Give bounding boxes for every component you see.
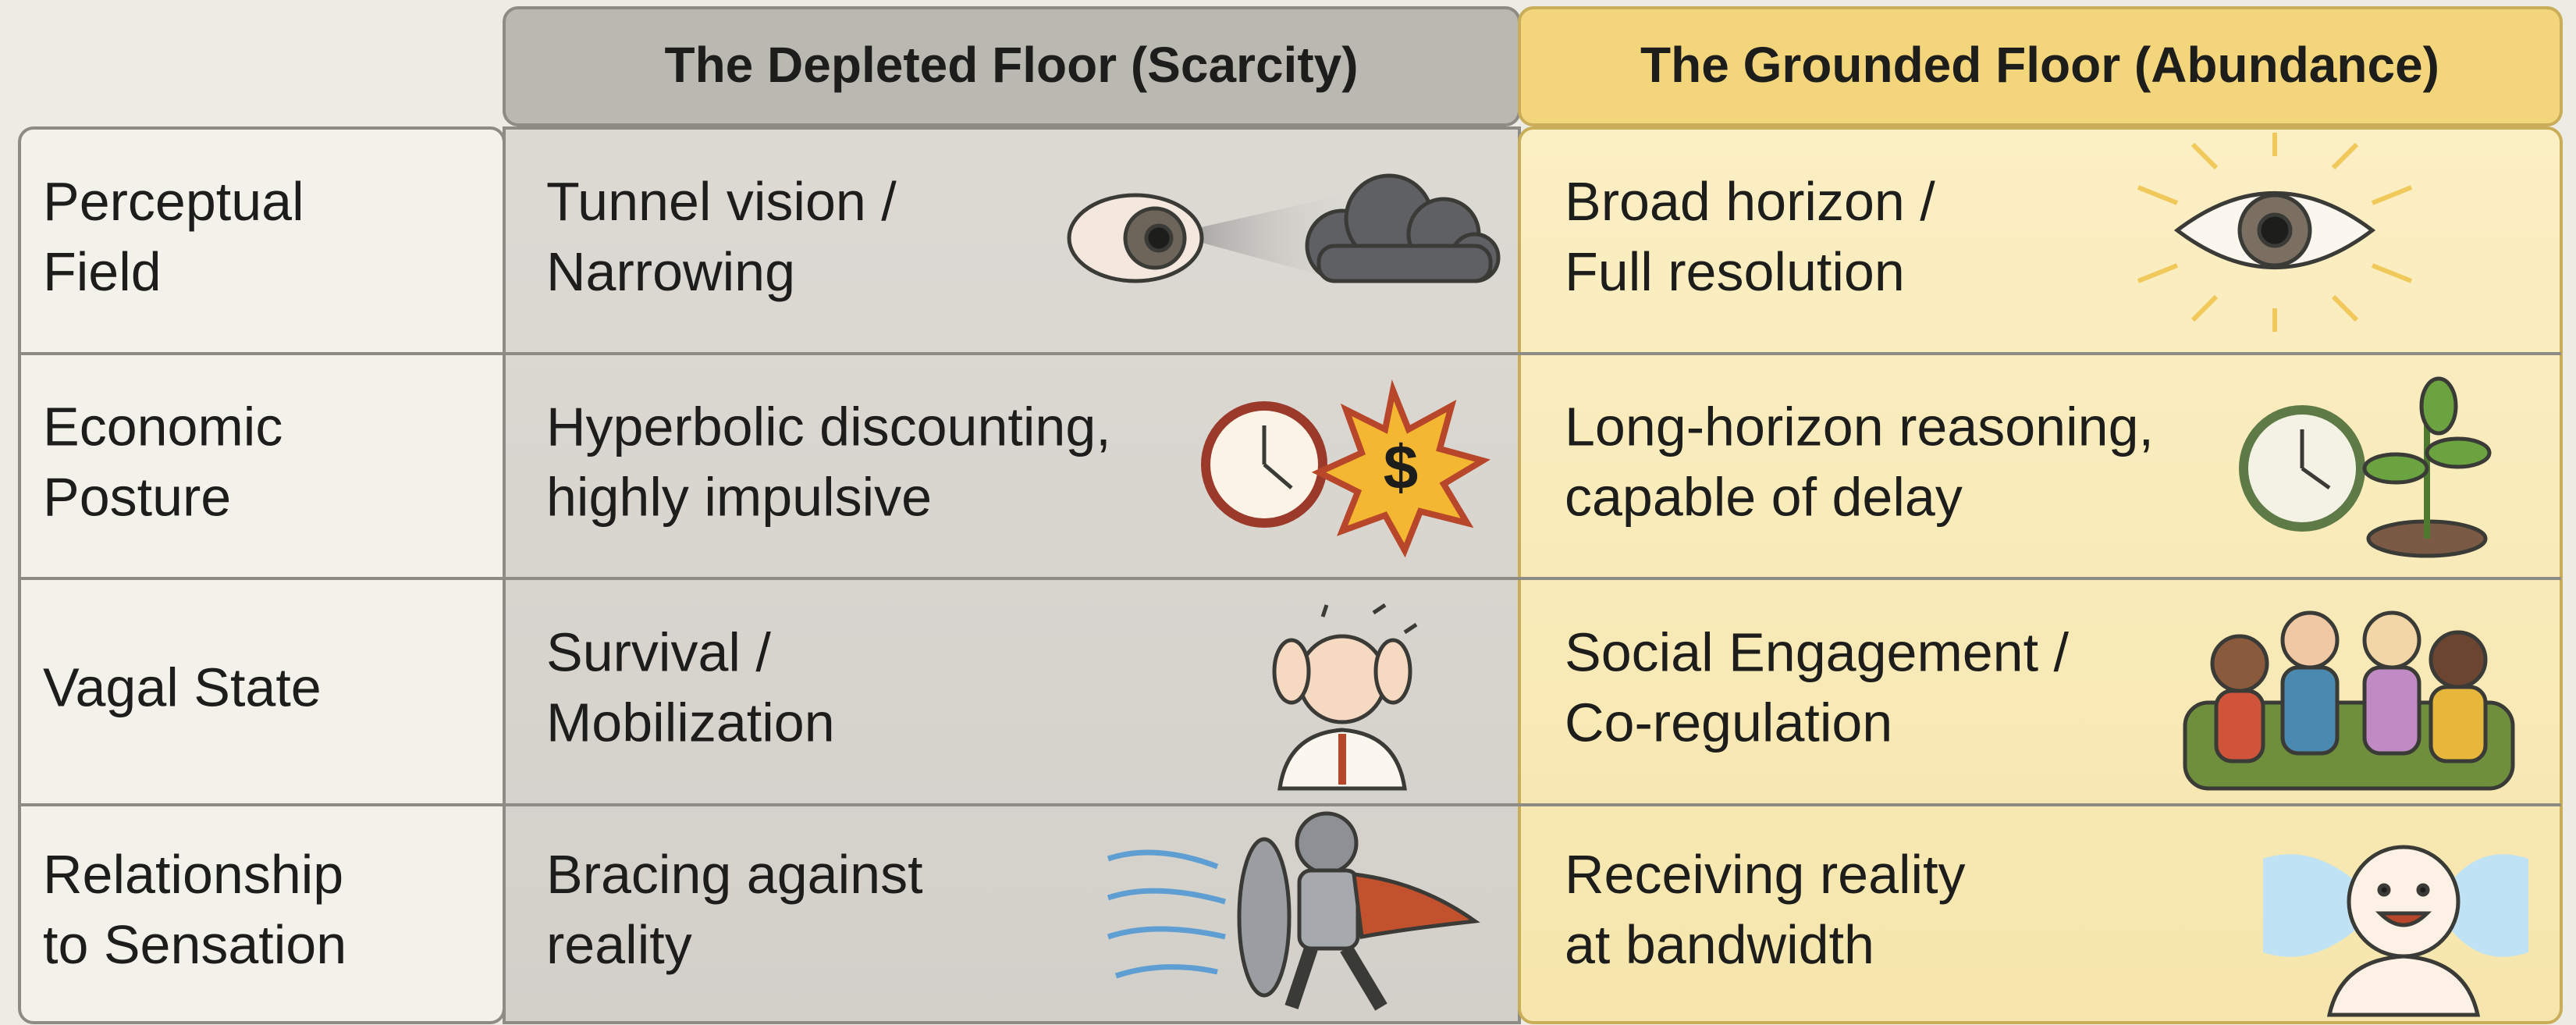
row-label: Perceptual — [43, 171, 304, 232]
decoration — [1316, 244, 1493, 283]
decoration — [1272, 638, 1311, 705]
decoration — [2280, 665, 2340, 756]
decoration — [2190, 294, 2219, 322]
group: The Depleted Floor (Scarcity) The Grounde… — [43, 37, 2439, 975]
decoration — [2375, 911, 2432, 927]
abundance-text: at bandwidth — [1565, 914, 1874, 975]
decoration — [2280, 610, 2340, 670]
decoration — [1372, 603, 1387, 615]
decoration — [1295, 811, 1359, 875]
decoration — [2190, 142, 2219, 170]
group — [20, 352, 2561, 806]
group — [2210, 610, 2488, 763]
decoration — [2362, 610, 2421, 670]
decoration — [1107, 926, 1226, 940]
group — [1107, 849, 1226, 979]
column-header: The Depleted Floor (Scarcity) — [664, 37, 1358, 93]
scarcity-text: Hyperbolic discounting, — [546, 396, 1111, 457]
decoration — [2214, 689, 2265, 763]
decoration — [1107, 849, 1219, 870]
decoration — [2377, 883, 2391, 897]
scarcity-text: Survival / — [546, 621, 771, 682]
decoration — [2425, 436, 2492, 469]
scarcity-text: reality — [546, 914, 692, 975]
decoration — [2429, 685, 2488, 763]
scarcity-text: Mobilization — [546, 692, 835, 753]
decoration — [2429, 630, 2488, 689]
decoration — [1373, 638, 1412, 705]
decoration — [2257, 212, 2293, 248]
group — [1305, 173, 1501, 283]
decoration — [1320, 604, 1329, 617]
decoration — [2362, 665, 2421, 756]
group — [2137, 133, 2413, 332]
decoration — [2137, 185, 2179, 205]
decoration — [2347, 845, 2461, 959]
decoration — [2371, 185, 2413, 205]
abundance-text: Social Engagement / — [1565, 621, 2070, 682]
decoration — [2419, 376, 2458, 436]
decoration: $ — [1384, 432, 1419, 502]
decoration — [1284, 946, 1318, 1009]
decoration — [2450, 854, 2528, 957]
abundance-text: Full resolution — [1565, 241, 1905, 302]
abundance-text: Co-regulation — [1565, 692, 1892, 753]
row-label: Vagal State — [43, 657, 322, 717]
group: $ — [1067, 133, 2528, 1017]
scarcity-text: highly impulsive — [546, 466, 932, 527]
abundance-text: Long-horizon reasoning, — [1565, 396, 2154, 457]
decoration — [2331, 294, 2359, 322]
decoration — [1171, 195, 1342, 281]
abundance-text: Receiving reality — [1565, 844, 1966, 905]
decoration — [1263, 463, 1293, 489]
abundance-text: capable of delay — [1565, 466, 1963, 527]
decoration — [2210, 634, 2269, 693]
decoration — [2301, 466, 2331, 490]
decoration — [1403, 622, 1418, 635]
decoration — [1237, 837, 1292, 998]
decoration — [1352, 872, 1480, 939]
decoration — [2362, 452, 2429, 485]
decoration — [1297, 634, 1387, 724]
decoration — [2331, 142, 2359, 170]
decoration — [2371, 263, 2413, 283]
row-label: Economic — [43, 396, 282, 457]
decoration — [2416, 883, 2430, 897]
decoration — [1340, 945, 1387, 1011]
row-label: Field — [43, 241, 162, 302]
decoration — [1518, 126, 2563, 1024]
decoration — [2137, 263, 2179, 283]
column-header: The Grounded Floor (Abundance) — [1640, 37, 2439, 93]
decoration — [2263, 854, 2357, 957]
scarcity-text: Bracing against — [546, 844, 923, 905]
decoration — [1311, 379, 1491, 558]
scarcity-text: Narrowing — [546, 241, 795, 302]
row-label: Relationship — [43, 844, 343, 905]
decoration — [1518, 6, 2563, 126]
row-label: to Sensation — [43, 914, 346, 975]
decoration — [1114, 964, 1218, 979]
scarcity-text: Tunnel vision / — [546, 171, 897, 232]
decoration — [1107, 888, 1226, 905]
decoration — [1144, 223, 1174, 253]
abundance-text: Broad horizon / — [1565, 171, 1935, 232]
row-label: Posture — [43, 466, 231, 527]
decoration — [1297, 868, 1360, 951]
